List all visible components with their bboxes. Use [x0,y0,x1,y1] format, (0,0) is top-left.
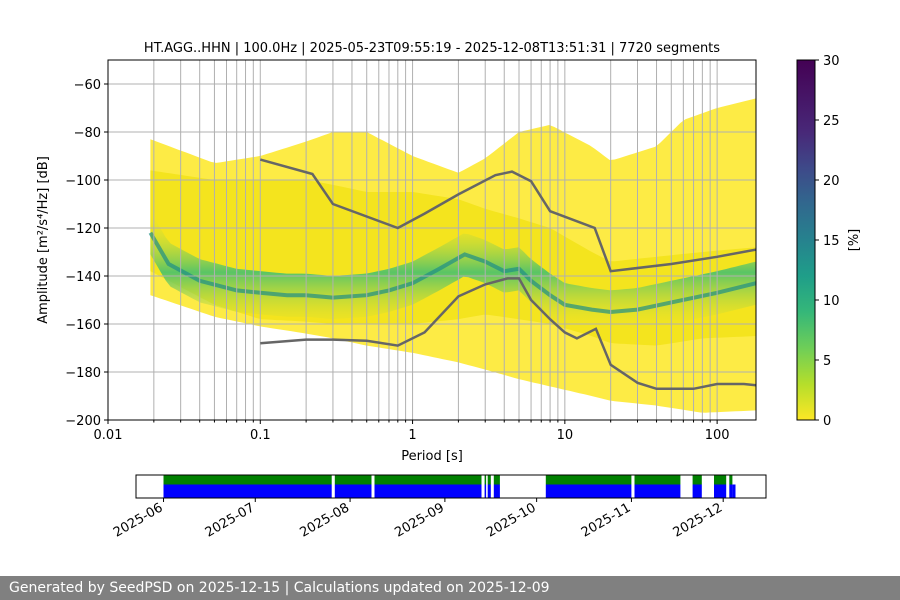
availability-span-blue [374,484,482,498]
psd-heatmap [148,98,756,413]
x-tick-label: 0.01 [94,428,123,443]
y-tick-label: −140 [65,270,101,285]
x-tick-label: 1 [408,428,416,443]
y-tick-label: −160 [65,318,101,333]
y-axis-label: Amplitude [m²/s⁴/Hz] [dB] [36,156,51,324]
availability-span-green [634,475,681,485]
psd-figure: HT.AGG..HHN | 100.0Hz | 2025-05-23T09:55… [36,41,862,541]
availability-span-green [714,475,727,485]
chart-title: HT.AGG..HHN | 100.0Hz | 2025-05-23T09:55… [144,41,720,56]
footer-note: Generated by SeedPSD on 2025-12-15 | Cal… [0,576,900,600]
availability-span-green [493,475,500,485]
availability-span-blue [493,484,500,498]
y-tick-label: −60 [74,78,101,93]
availability-span-green [191,475,332,485]
timeline-tick-label: 2025-11 [579,500,634,540]
colorbar-tick-label: 15 [823,234,840,249]
availability-span-green [487,475,491,485]
data-availability-timeline [163,475,736,498]
availability-span-green [729,475,733,485]
availability-span-blue [191,484,332,498]
availability-span-green [484,475,487,485]
low-noise-model-line [260,277,756,391]
timeline-ticks: 2025-06 2025-07 2025-08 2025-09 2025-10 2025-… [111,498,725,541]
colorbar-tick-label: 10 [823,294,840,309]
noise-model-curves [259,158,756,391]
timeline-tick-label: 2025-10 [484,500,539,540]
colorbar-label: [%] [847,229,862,252]
timeline-frame [135,474,767,499]
y-tick-label: −180 [65,366,101,381]
colorbar-tick-label: 0 [823,414,831,429]
plot-frame [107,59,757,421]
timeline-tick-label: 2025-07 [203,500,258,540]
x-axis-label: Period [s] [401,449,463,464]
y-tick-label: −80 [74,126,101,141]
x-tick-label: 10 [557,428,574,443]
x-tick-label: 100 [705,428,730,443]
y-axis-ticks: −60 −80 −100 −120 −140 −160 −180 −200 [65,78,108,429]
colorbar-tick-label: 30 [823,54,840,69]
y-tick-label: −100 [65,174,101,189]
availability-span-green [334,475,372,485]
x-tick-label: 0.1 [250,428,271,443]
timeline-tick-label: 2025-09 [392,500,447,540]
availability-span-blue [692,484,702,498]
mode-density-band [150,211,756,334]
availability-span-blue [487,484,491,498]
y-tick-label: −120 [65,222,101,237]
timeline-tick-label: 2025-12 [671,500,726,540]
y-tick-label: −200 [65,414,101,429]
availability-span-blue [545,484,632,498]
availability-span-green [545,475,632,485]
availability-span-green [163,475,191,485]
colorbar-tick-label: 20 [823,174,840,189]
availability-span-blue [714,484,727,498]
colorbar-tick-label: 5 [823,354,831,369]
availability-span-blue [634,484,681,498]
colorbar-ticks: 0 5 10 15 20 25 30 [815,54,840,429]
x-axis-ticks: 0.01 0.1 1 10 100 [94,420,730,443]
colorbar [796,59,816,421]
colorbar-tick-label: 25 [823,114,840,129]
availability-span-blue [334,484,372,498]
availability-span-blue [732,484,736,498]
grid-lines [108,60,756,420]
availability-span-blue [163,484,191,498]
high-noise-model-line [259,158,756,273]
availability-span-green [374,475,482,485]
availability-span-blue [729,484,733,498]
availability-span-green [692,475,702,485]
availability-span-blue [484,484,487,498]
timeline-tick-label: 2025-06 [111,500,166,540]
timeline-tick-label: 2025-08 [298,500,353,540]
